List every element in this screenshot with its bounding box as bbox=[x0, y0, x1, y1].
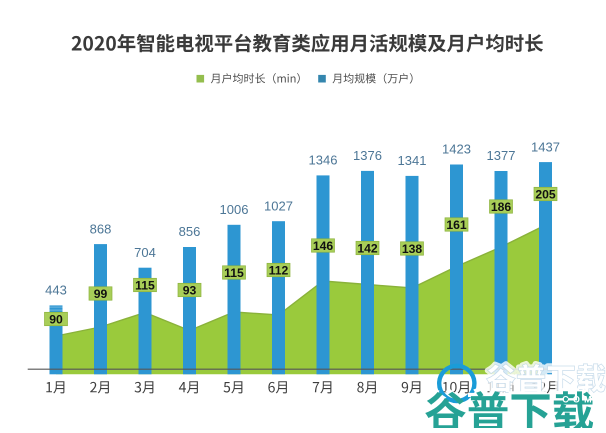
svg-text:115: 115 bbox=[135, 278, 155, 292]
svg-text:1341: 1341 bbox=[398, 153, 427, 168]
svg-text:205: 205 bbox=[535, 187, 556, 201]
svg-text:186: 186 bbox=[491, 200, 512, 214]
svg-text:·COM: ·COM bbox=[555, 395, 596, 405]
svg-text:1376: 1376 bbox=[353, 148, 382, 163]
svg-text:99: 99 bbox=[94, 287, 108, 301]
svg-text:704: 704 bbox=[134, 245, 156, 260]
svg-text:1437: 1437 bbox=[531, 139, 560, 154]
svg-text:1027: 1027 bbox=[264, 198, 293, 213]
svg-text:1346: 1346 bbox=[309, 153, 338, 168]
svg-text:142: 142 bbox=[357, 241, 378, 255]
svg-text:112: 112 bbox=[269, 263, 289, 277]
svg-text:93: 93 bbox=[183, 283, 197, 297]
svg-text:856: 856 bbox=[179, 224, 201, 239]
svg-text:1377: 1377 bbox=[487, 148, 516, 163]
svg-text:1006: 1006 bbox=[220, 202, 249, 217]
svg-text:115: 115 bbox=[224, 266, 244, 280]
svg-text:161: 161 bbox=[446, 218, 467, 232]
svg-text:868: 868 bbox=[90, 221, 112, 236]
svg-text:1423: 1423 bbox=[442, 142, 471, 157]
svg-text:443: 443 bbox=[45, 283, 67, 298]
svg-text:138: 138 bbox=[402, 242, 423, 256]
svg-text:146: 146 bbox=[313, 239, 334, 253]
svg-text:90: 90 bbox=[49, 312, 63, 326]
